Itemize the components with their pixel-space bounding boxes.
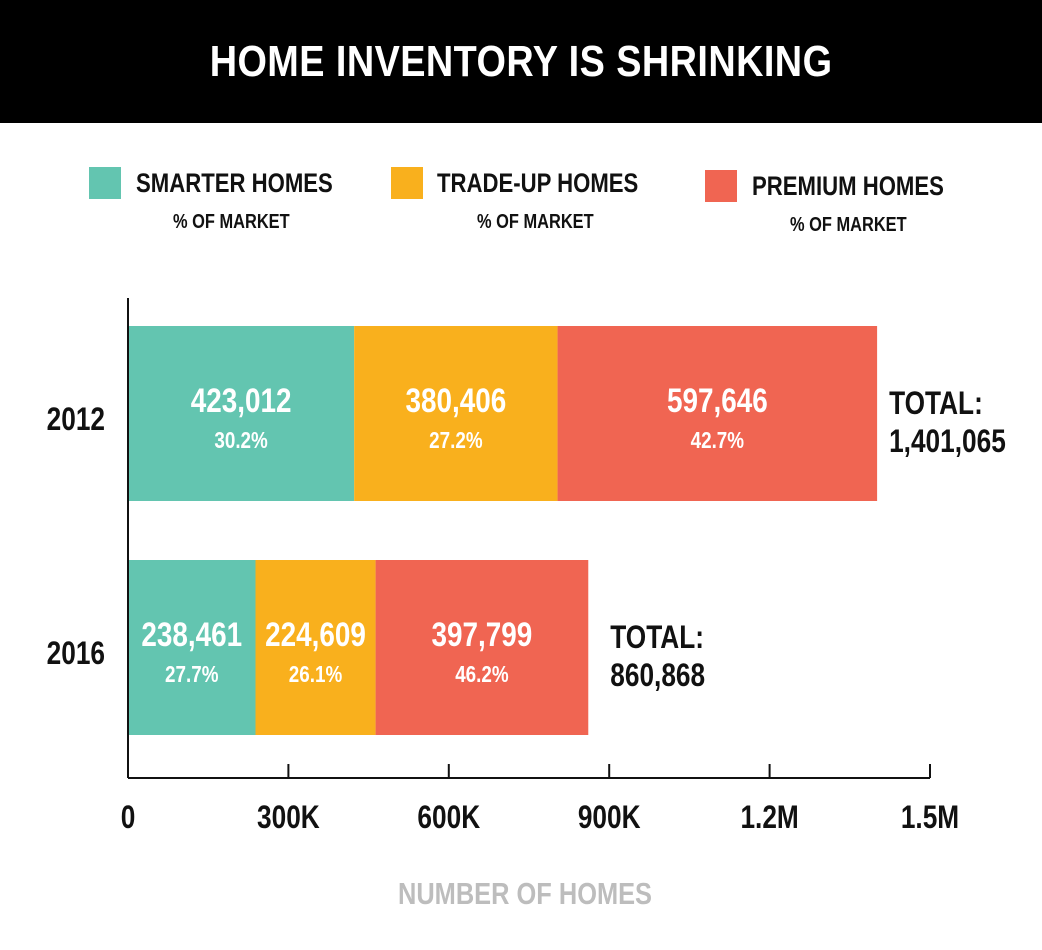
legend-swatch-premium (705, 170, 737, 202)
bar-value-label: 423,012 (191, 381, 292, 419)
total-label: TOTAL: (889, 387, 983, 422)
total-value: 1,401,065 (889, 425, 1006, 460)
x-tick-label: 0 (121, 801, 136, 836)
bar-percent-label: 27.7% (165, 662, 219, 687)
legend-label-tradeup: TRADE-UP HOMES (437, 168, 639, 198)
legend-label-premium: PREMIUM HOMES (752, 171, 944, 201)
legend-label-smarter: SMARTER HOMES (136, 168, 333, 198)
bar-segment (255, 560, 376, 735)
x-tick-label: 900K (578, 801, 641, 836)
bar-segment (128, 326, 355, 501)
legend-sub-smarter: % OF MARKET (173, 211, 290, 233)
bar-value-label: 597,646 (667, 381, 768, 419)
total-label: TOTAL: (610, 621, 704, 656)
bar-percent-label: 26.1% (289, 662, 343, 687)
category-label: 2016 (47, 637, 105, 672)
bar-percent-label: 30.2% (214, 428, 268, 453)
legend-swatch-smarter (89, 167, 121, 199)
bar-value-label: 397,799 (432, 615, 533, 653)
legend-swatch-tradeup (391, 167, 423, 199)
legend-sub-tradeup: % OF MARKET (477, 211, 594, 233)
bar-percent-label: 42.7% (691, 428, 745, 453)
total-value: 860,868 (610, 659, 705, 694)
title-banner: HOME INVENTORY IS SHRINKING (0, 0, 1042, 123)
bar-value-label: 238,461 (141, 615, 242, 653)
bar-value-label: 224,609 (265, 615, 366, 653)
x-tick-label: 600K (417, 801, 480, 836)
x-tick-label: 1.2M (740, 801, 798, 836)
bar-segment (354, 326, 558, 501)
x-tick-label: 300K (257, 801, 320, 836)
bar-value-label: 380,406 (405, 381, 506, 419)
chart-title: HOME INVENTORY IS SHRINKING (209, 36, 833, 86)
bar-segment (128, 560, 256, 735)
legend-sub-premium: % OF MARKET (790, 214, 907, 236)
category-label: 2012 (47, 403, 105, 438)
bar-segment (375, 560, 589, 735)
bar-percent-label: 46.2% (455, 662, 509, 687)
bar-segment (557, 326, 878, 501)
x-axis-label: NUMBER OF HOMES (398, 877, 652, 912)
x-tick-label: 1.5M (901, 801, 959, 836)
bar-percent-label: 27.2% (429, 428, 483, 453)
